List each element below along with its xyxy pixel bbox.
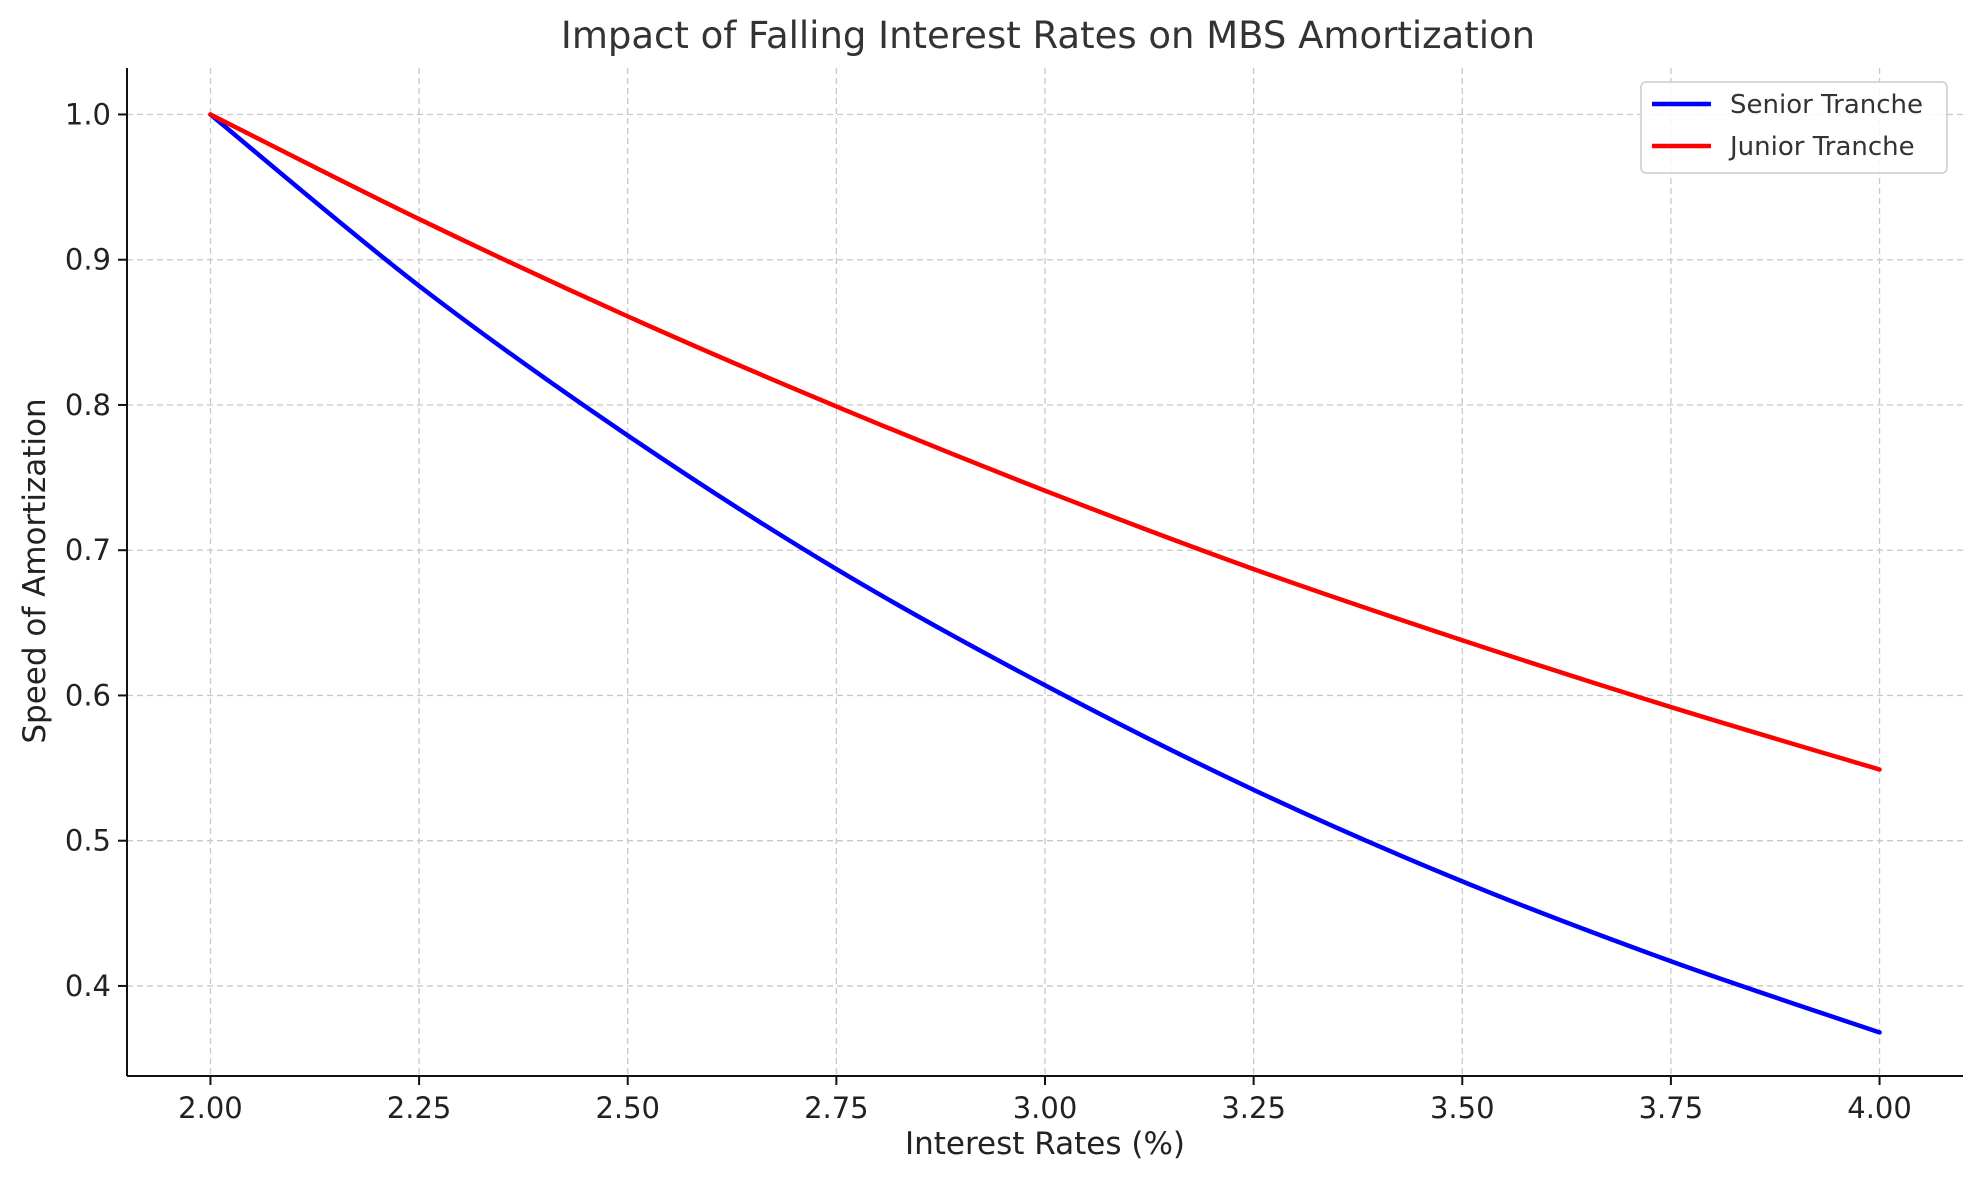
chart-title: Impact of Falling Interest Rates on MBS … — [561, 14, 1535, 57]
y-tick-label: 0.5 — [65, 824, 111, 858]
x-tick-label: 2.25 — [387, 1091, 452, 1125]
x-axis-ticks: 2.00 2.25 2.50 2.75 3.00 3.25 3.50 3.75 4.00 — [178, 1076, 1912, 1125]
y-tick-label: 0.6 — [65, 678, 111, 712]
legend: Senior Tranche Junior Tranche — [1640, 81, 1948, 174]
series-line-junior-tranche — [208, 112, 1882, 772]
y-tick-label: 0.4 — [65, 969, 111, 1003]
x-tick-label: 2.00 — [178, 1091, 243, 1125]
legend-box — [1640, 81, 1948, 174]
x-tick-label: 2.75 — [804, 1091, 869, 1125]
legend-label-senior-tranche: Senior Tranche — [1730, 90, 1923, 120]
y-axis-label: Speed of Amortization — [17, 398, 53, 743]
x-tick-label: 3.50 — [1430, 1091, 1495, 1125]
series-line-senior-tranche — [208, 112, 1882, 1035]
grid-lines — [127, 68, 1963, 1076]
x-tick-label: 4.00 — [1847, 1091, 1912, 1125]
y-tick-label: 0.8 — [65, 388, 111, 422]
x-tick-label: 3.75 — [1639, 1091, 1704, 1125]
series-lines — [208, 112, 1882, 1035]
y-axis-ticks: 0.4 0.5 0.6 0.7 0.8 0.9 1.0 — [65, 97, 127, 1003]
x-tick-label: 2.50 — [595, 1091, 660, 1125]
x-tick-label: 3.00 — [1013, 1091, 1078, 1125]
y-tick-label: 1.0 — [65, 97, 111, 131]
x-tick-label: 3.25 — [1221, 1091, 1286, 1125]
y-tick-label: 0.9 — [65, 243, 111, 277]
legend-label-junior-tranche: Junior Tranche — [1728, 132, 1915, 162]
y-tick-label: 0.7 — [65, 533, 111, 567]
x-axis-label: Interest Rates (%) — [905, 1126, 1185, 1162]
